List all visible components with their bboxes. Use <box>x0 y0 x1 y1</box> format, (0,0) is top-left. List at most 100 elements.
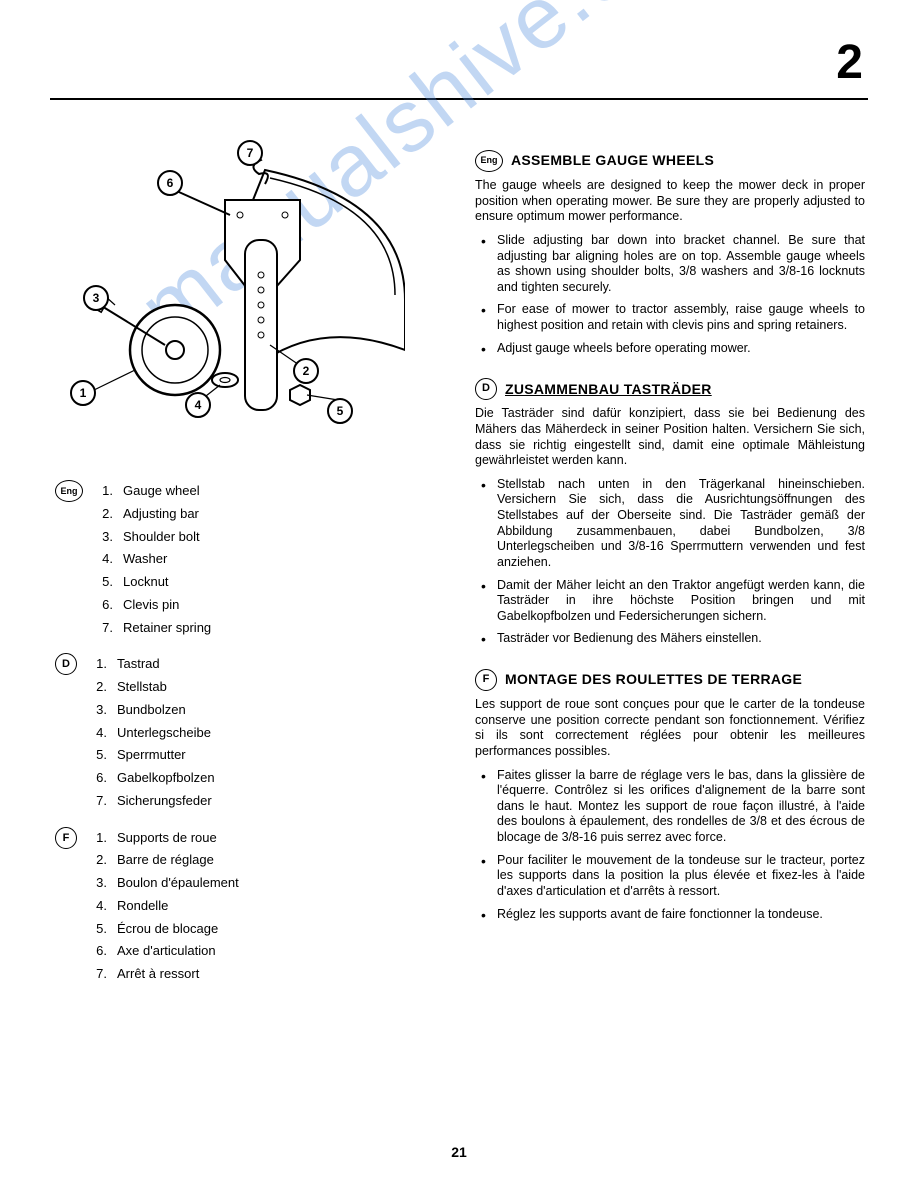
section-d: DZUSAMMENBAU TASTRÄDER Die Tasträder sind… <box>475 378 865 647</box>
header-rule <box>50 98 868 100</box>
bullet-item: Faites glisser la barre de réglage vers … <box>475 768 865 846</box>
parts-label: Stellstab <box>117 676 167 699</box>
parts-list: 1. Tastrad 2. Stellstab 3. Bundbolzen 4. Unterl… <box>85 653 215 812</box>
parts-row: 3.Shoulder bolt <box>91 526 211 549</box>
lang-badge: F <box>55 827 77 849</box>
parts-num: 1. <box>85 827 107 850</box>
parts-row: 1. Supports de roue <box>85 827 239 850</box>
parts-label: Clevis pin <box>123 594 179 617</box>
lang-badge: F <box>475 669 497 691</box>
parts-label: Unterlegscheibe <box>117 722 211 745</box>
diagram-callout-4: 4 <box>185 392 211 418</box>
parts-lists: Eng1.Gauge wheel2.Adjusting bar3.Shoulde… <box>55 480 435 986</box>
parts-num: 5. <box>85 744 107 767</box>
parts-row: 2. Stellstab <box>85 676 215 699</box>
parts-list: 1. Gauge wheel 2. Adjusting bar3.Shoulder b… <box>91 480 211 639</box>
parts-row: 4. Washer <box>91 548 211 571</box>
parts-label: Retainer spring <box>123 617 211 640</box>
bullet-item: Pour faciliter le mouvement de la tondeu… <box>475 853 865 900</box>
parts-label: Tastrad <box>117 653 160 676</box>
parts-label: Bundbolzen <box>117 699 186 722</box>
parts-row: 4. Rondelle <box>85 895 239 918</box>
parts-num: 6. <box>91 594 113 617</box>
bullet-item: Damit der Mäher leicht an den Traktor an… <box>475 578 865 625</box>
parts-num: 5. <box>91 571 113 594</box>
parts-row: 6. Clevis pin <box>91 594 211 617</box>
parts-label: Gabelkopfbolzen <box>117 767 215 790</box>
parts-num: 5. <box>85 918 107 941</box>
diagram-callout-7: 7 <box>237 140 263 166</box>
diagram-callout-2: 2 <box>293 358 319 384</box>
section-f: F MONTAGE DES ROULETTES DE TERRAGE Les sup… <box>475 669 865 922</box>
parts-row: 2. Barre de réglage <box>85 849 239 872</box>
parts-label: Sperrmutter <box>117 744 186 767</box>
parts-label: Adjusting bar <box>123 503 199 526</box>
parts-label: Washer <box>123 548 167 571</box>
parts-num: 6. <box>85 940 107 963</box>
bullet-item: Slide adjusting bar down into bracket ch… <box>475 233 865 296</box>
bullet-list: Slide adjusting bar down into bracket ch… <box>475 233 865 356</box>
parts-block-f: F 1. Supports de roue 2. Barre de réglage 3. B… <box>55 827 435 986</box>
parts-num: 6. <box>85 767 107 790</box>
diagram-svg <box>65 140 405 450</box>
bullet-list: Faites glisser la barre de réglage vers … <box>475 768 865 923</box>
parts-row: 7. Retainer spring <box>91 617 211 640</box>
parts-num: 2. <box>91 503 113 526</box>
left-column: 1234567 Eng1.Gauge wheel2.Adjusting bar3… <box>55 140 435 1000</box>
parts-row: 1. Gauge wheel <box>91 480 211 503</box>
parts-label: Écrou de blocage <box>117 918 218 941</box>
parts-row: 3. Boulon d'épaulement <box>85 872 239 895</box>
section-title: ZUSAMMENBAU TASTRÄDER <box>505 381 712 399</box>
parts-num: 7. <box>91 617 113 640</box>
parts-num: 3. <box>85 699 107 722</box>
parts-row: 5.Locknut <box>91 571 211 594</box>
parts-row: 3. Bundbolzen <box>85 699 215 722</box>
parts-num: 1. <box>85 653 107 676</box>
manual-page: 2 manualshive.com <box>0 0 918 1188</box>
parts-num: 7. <box>85 963 107 986</box>
parts-label: Rondelle <box>117 895 168 918</box>
parts-label: Arrêt à ressort <box>117 963 199 986</box>
page-number: 21 <box>0 1144 918 1160</box>
parts-num: 3. <box>91 526 113 549</box>
parts-row: 4. Unterlegscheibe <box>85 722 215 745</box>
section-intro: The gauge wheels are designed to keep th… <box>475 178 865 225</box>
parts-num: 3. <box>85 872 107 895</box>
lang-badge: D <box>55 653 77 675</box>
parts-label: Barre de réglage <box>117 849 214 872</box>
parts-label: Axe d'articulation <box>117 940 216 963</box>
instruction-sections: Eng ASSEMBLE GAUGE WHEELS The gauge wheels… <box>475 150 865 922</box>
bullet-item: Tasträder vor Bedienung des Mähers einst… <box>475 631 865 647</box>
section-intro: Die Tasträder sind dafür konzipiert, das… <box>475 406 865 469</box>
parts-num: 4. <box>91 548 113 571</box>
parts-row: 7. Sicherungsfeder <box>85 790 215 813</box>
section-head: DZUSAMMENBAU TASTRÄDER <box>475 378 865 400</box>
lang-badge: Eng <box>475 150 503 172</box>
section-intro: Les support de roue sont conçues pour qu… <box>475 697 865 760</box>
parts-label: Supports de roue <box>117 827 217 850</box>
parts-row: 5. Sperrmutter <box>85 744 215 767</box>
parts-block-eng: Eng1.Gauge wheel2.Adjusting bar3.Shoulde… <box>55 480 435 639</box>
parts-label: Sicherungsfeder <box>117 790 212 813</box>
section-title: MONTAGE DES ROULETTES DE TERRAGE <box>505 671 802 689</box>
section-title: ASSEMBLE GAUGE WHEELS <box>511 152 714 170</box>
section-head: F MONTAGE DES ROULETTES DE TERRAGE <box>475 669 865 691</box>
parts-label: Gauge wheel <box>123 480 200 503</box>
diagram-callout-6: 6 <box>157 170 183 196</box>
bullet-item: Réglez les supports avant de faire fonct… <box>475 907 865 923</box>
parts-num: 2. <box>85 676 107 699</box>
parts-num: 4. <box>85 722 107 745</box>
parts-label: Boulon d'épaulement <box>117 872 239 895</box>
parts-num: 4. <box>85 895 107 918</box>
parts-num: 7. <box>85 790 107 813</box>
parts-row: 5. Écrou de blocage <box>85 918 239 941</box>
parts-list: 1. Supports de roue 2. Barre de réglage 3. Bo… <box>85 827 239 986</box>
parts-block-d: D 1. Tastrad 2. Stellstab 3. Bundbolzen 4. Unter… <box>55 653 435 812</box>
chapter-number: 2 <box>836 35 863 90</box>
diagram-callout-5: 5 <box>327 398 353 424</box>
section-head: Eng ASSEMBLE GAUGE WHEELS <box>475 150 865 172</box>
bullet-list: Stellstab nach unten in den Trägerkanal … <box>475 477 865 647</box>
parts-num: 2. <box>85 849 107 872</box>
diagram-callout-3: 3 <box>83 285 109 311</box>
parts-num: 1. <box>91 480 113 503</box>
